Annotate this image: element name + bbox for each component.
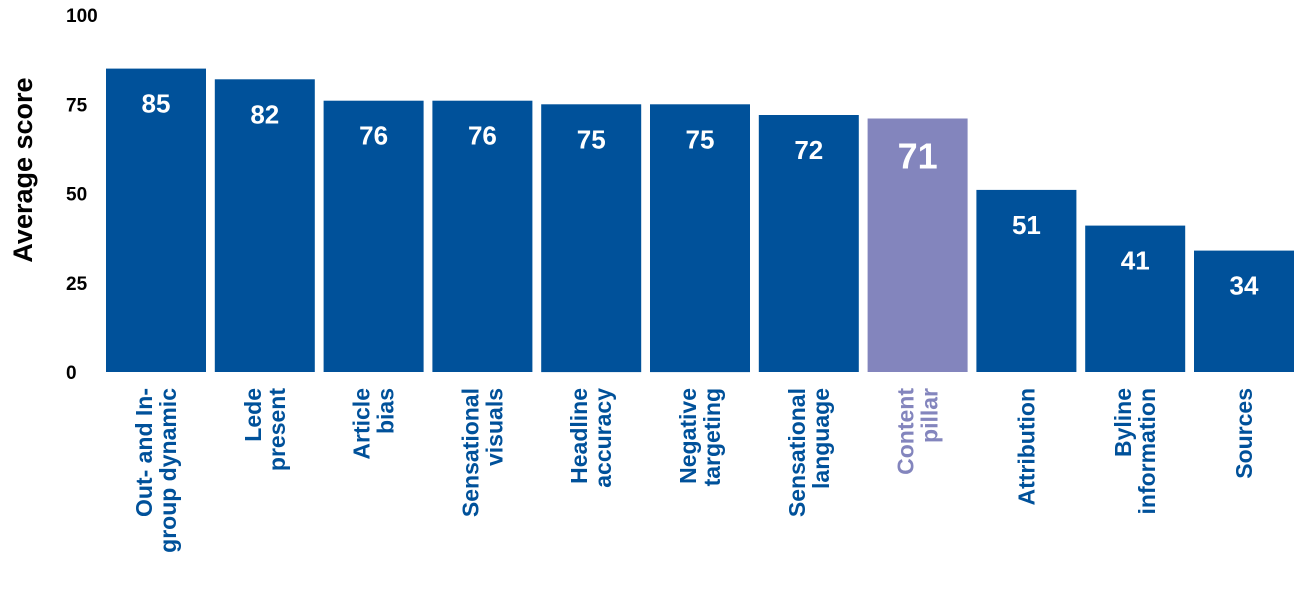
y-tick-label: 0 (66, 363, 77, 384)
category-label-line: Lede (240, 388, 266, 442)
bar-value-label: 82 (250, 99, 279, 129)
bar (650, 104, 750, 373)
category-label-line: information (1134, 388, 1160, 515)
y-tick-label: 25 (66, 274, 88, 295)
category-label-line: targeting (699, 388, 725, 486)
category-label: Articlebias (349, 388, 399, 460)
bar (1085, 225, 1186, 372)
bar-value-label: 76 (359, 121, 388, 151)
category-label-line: Headline (566, 388, 592, 484)
category-label-line: Sensational (457, 388, 483, 517)
y-axis: Average score 0 25 50 75 100 (8, 6, 98, 384)
category-label-line: Out- and In- (131, 388, 157, 517)
category-label: Ledepresent (240, 388, 290, 471)
bar-value-label: 72 (794, 135, 823, 165)
category-label-line: Content (893, 388, 919, 475)
category-label-line: Sensational (784, 388, 810, 517)
y-tick-label: 100 (66, 6, 98, 27)
category-label: Bylineinformation (1110, 388, 1160, 515)
category-label: Contentpillar (893, 388, 943, 475)
category-label-line: Article (349, 388, 375, 460)
category-label-line: Sources (1231, 388, 1257, 479)
bar-value-label: 85 (142, 89, 171, 119)
bar-value-label: 71 (898, 136, 938, 177)
category-label: Sensationallanguage (784, 388, 834, 517)
y-tick-label: 75 (66, 95, 88, 116)
category-label: Negativetargeting (675, 388, 725, 486)
bars: 85 82 76 76 75 75 72 71 51 41 34 (106, 68, 1294, 373)
bar-value-label: 75 (686, 124, 715, 154)
category-label-line: language (808, 388, 834, 489)
bar (106, 68, 206, 372)
bar-value-label: 34 (1230, 271, 1259, 301)
bar (323, 100, 424, 372)
bar (867, 118, 968, 372)
category-label-line: accuracy (590, 388, 616, 488)
category-label: Sources (1231, 388, 1257, 479)
category-label-line: present (264, 388, 290, 471)
x-axis: Out- and In-group dynamic Ledepresent Arti… (131, 388, 1257, 553)
bar-value-label: 41 (1121, 246, 1150, 276)
category-label-line: bias (373, 388, 399, 434)
category-label-line: visuals (481, 388, 507, 466)
category-label: Attribution (1013, 388, 1039, 506)
bar-value-label: 75 (577, 124, 606, 154)
bar-value-label: 51 (1012, 210, 1041, 240)
category-label: Sensationalvisuals (457, 388, 507, 517)
y-axis-title: Average score (8, 77, 38, 262)
bar-value-label: 76 (468, 121, 497, 151)
bar (214, 79, 315, 373)
bar (758, 115, 859, 372)
bar (432, 100, 533, 372)
category-label-line: pillar (917, 388, 943, 443)
bar (541, 104, 642, 373)
category-label: Headlineaccuracy (566, 388, 616, 488)
category-label-line: Attribution (1013, 388, 1039, 506)
bar (1194, 250, 1294, 372)
category-label: Out- and In-group dynamic (131, 388, 181, 553)
category-label-line: Negative (675, 388, 701, 484)
y-tick-label: 50 (66, 185, 87, 206)
category-label-line: group dynamic (155, 388, 181, 553)
bar (976, 189, 1077, 372)
category-label-line: Byline (1110, 388, 1136, 457)
